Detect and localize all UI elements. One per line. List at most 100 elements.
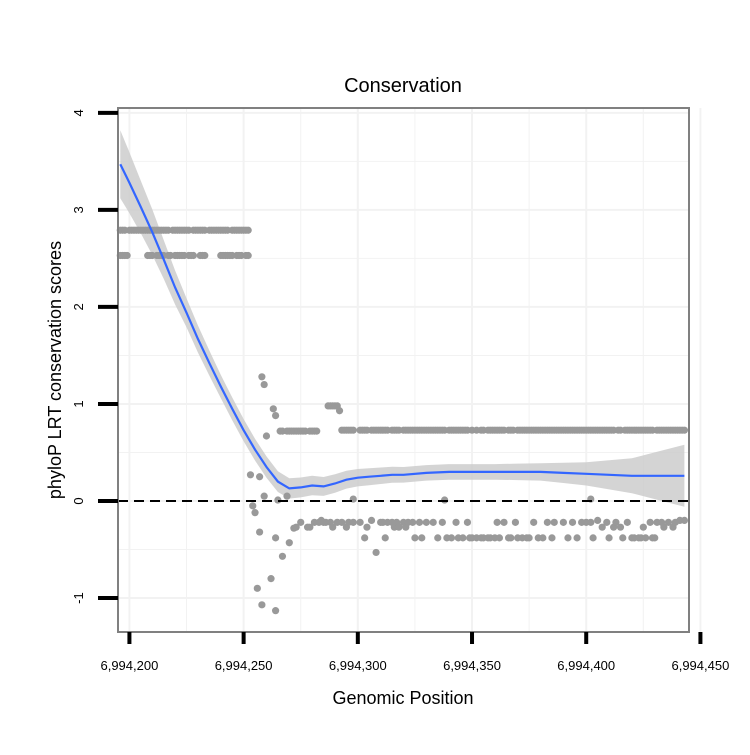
x-tick-label: 6,994,300 xyxy=(329,658,387,673)
data-point xyxy=(589,534,597,542)
x-axis-label: Genomic Position xyxy=(332,688,473,708)
data-point xyxy=(361,534,369,542)
y-tick-label: 0 xyxy=(71,497,86,504)
data-point xyxy=(256,528,264,536)
data-point xyxy=(507,534,515,542)
data-point xyxy=(349,518,357,526)
x-tick-label: 6,994,250 xyxy=(215,658,273,673)
data-point xyxy=(251,509,259,517)
data-point xyxy=(415,518,424,526)
data-point xyxy=(680,426,689,434)
data-point xyxy=(292,523,300,531)
data-point xyxy=(434,534,442,542)
data-point xyxy=(356,518,364,526)
data-point xyxy=(642,534,650,542)
data-point xyxy=(335,407,344,415)
data-point xyxy=(338,518,346,526)
data-point xyxy=(587,518,595,526)
data-point xyxy=(381,534,389,542)
data-point xyxy=(123,251,131,260)
data-point xyxy=(246,471,255,479)
data-point xyxy=(651,534,659,542)
data-point xyxy=(500,518,508,526)
data-point xyxy=(548,534,556,542)
data-point xyxy=(262,432,271,440)
data-point xyxy=(271,607,280,615)
data-point xyxy=(409,518,417,526)
chart-title: Conservation xyxy=(344,75,462,97)
data-point xyxy=(447,534,456,542)
y-tick-label: -1 xyxy=(71,592,86,604)
data-point xyxy=(612,518,620,526)
data-point xyxy=(459,534,467,542)
data-point xyxy=(201,251,209,260)
axes: 6,994,200 6,994,250 6,994,300 6,994,350 6,99… xyxy=(71,107,729,673)
data-point xyxy=(422,518,430,526)
data-point xyxy=(271,534,280,542)
data-point xyxy=(568,518,577,526)
data-point xyxy=(511,518,520,526)
grid xyxy=(118,108,702,632)
data-point xyxy=(550,518,558,526)
data-point xyxy=(329,523,337,531)
data-point xyxy=(271,412,280,420)
data-point xyxy=(438,518,446,526)
data-point xyxy=(452,518,460,526)
data-point xyxy=(619,534,627,542)
data-point xyxy=(623,518,631,526)
data-point xyxy=(543,518,551,526)
data-point xyxy=(411,534,419,542)
data-point xyxy=(278,552,287,560)
data-point xyxy=(616,523,625,531)
data-point xyxy=(559,518,567,526)
data-point xyxy=(493,518,501,526)
data-point xyxy=(285,539,293,547)
data-point xyxy=(525,534,533,542)
y-tick-label: 2 xyxy=(71,303,86,310)
x-tick-label: 6,994,350 xyxy=(443,658,501,673)
smooth-curve xyxy=(119,163,685,490)
data-point xyxy=(260,492,268,500)
data-point xyxy=(297,518,305,526)
data-point xyxy=(244,251,252,260)
data-point xyxy=(189,251,197,260)
y-tick-label: 1 xyxy=(71,400,86,407)
data-point xyxy=(249,502,257,510)
data-point xyxy=(367,516,376,525)
data-point xyxy=(244,226,252,234)
y-axis-label: phyloP LRT conservation scores xyxy=(45,241,65,499)
data-point xyxy=(269,405,277,413)
data-point xyxy=(646,518,654,526)
y-tick-label: 4 xyxy=(71,109,86,116)
data-point xyxy=(313,427,321,435)
data-point xyxy=(639,523,647,531)
smooth-curve-layer xyxy=(119,163,685,490)
data-point xyxy=(253,584,261,592)
x-tick-label: 6,994,450 xyxy=(671,658,729,673)
data-point xyxy=(573,534,581,542)
data-point xyxy=(256,473,264,481)
data-point xyxy=(539,534,547,542)
data-point xyxy=(260,380,268,389)
confidence-band-layer xyxy=(120,130,685,507)
data-point xyxy=(530,518,538,526)
data-point xyxy=(598,523,606,531)
data-point xyxy=(372,548,380,557)
confidence-band xyxy=(120,130,685,507)
data-point xyxy=(258,373,266,381)
data-point xyxy=(363,523,371,531)
data-point xyxy=(664,518,673,526)
data-point xyxy=(283,492,291,500)
panel-border xyxy=(117,107,690,633)
data-point xyxy=(258,601,266,609)
data-points xyxy=(116,226,689,615)
x-tick-label: 6,994,200 xyxy=(100,658,158,673)
data-point xyxy=(680,516,689,525)
data-point xyxy=(395,523,403,531)
data-point xyxy=(463,518,472,526)
data-point xyxy=(660,523,668,531)
data-point xyxy=(564,534,572,542)
